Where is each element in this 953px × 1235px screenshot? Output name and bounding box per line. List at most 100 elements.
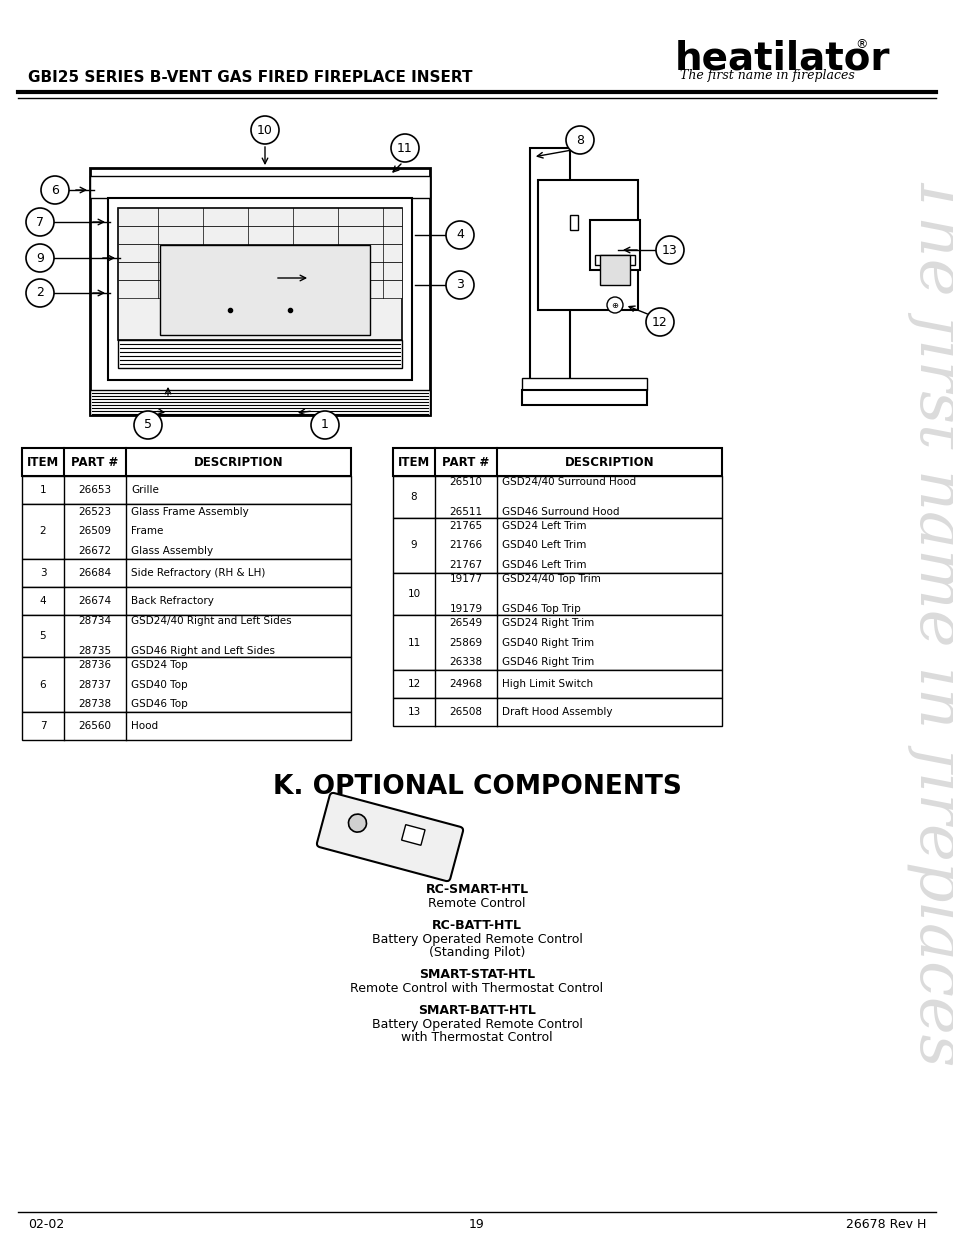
Text: GSD46 Right Trim: GSD46 Right Trim xyxy=(501,657,594,667)
Text: (Standing Pilot): (Standing Pilot) xyxy=(428,946,525,960)
Bar xyxy=(595,254,635,266)
Text: The first name in fireplaces: The first name in fireplaces xyxy=(679,68,854,82)
Bar xyxy=(22,475,351,504)
Text: 26674: 26674 xyxy=(78,597,112,606)
Text: GSD46 Left Trim: GSD46 Left Trim xyxy=(501,559,586,569)
Text: GSD24/40 Surround Hood: GSD24/40 Surround Hood xyxy=(501,477,636,488)
Text: 21766: 21766 xyxy=(449,541,482,551)
Text: GSD46 Surround Hood: GSD46 Surround Hood xyxy=(501,506,618,516)
Bar xyxy=(118,245,401,262)
Text: PART #: PART # xyxy=(442,456,489,468)
Text: 26684: 26684 xyxy=(78,568,112,578)
Bar xyxy=(537,180,638,310)
Text: 6: 6 xyxy=(51,184,59,196)
Text: GSD24/40 Top Trim: GSD24/40 Top Trim xyxy=(501,574,600,584)
Text: 8: 8 xyxy=(576,133,583,147)
Text: 3: 3 xyxy=(40,568,47,578)
Bar xyxy=(22,615,351,657)
Text: 28737: 28737 xyxy=(78,679,112,689)
Text: 7: 7 xyxy=(36,215,44,228)
Text: Hood: Hood xyxy=(131,721,158,731)
Bar xyxy=(393,475,721,517)
Text: Grille: Grille xyxy=(131,485,159,495)
Text: 26549: 26549 xyxy=(449,619,482,629)
Text: 26510: 26510 xyxy=(449,477,482,488)
Bar xyxy=(401,825,425,845)
Text: 13: 13 xyxy=(661,243,678,257)
Bar xyxy=(530,148,569,380)
Bar xyxy=(589,220,639,270)
Text: 4: 4 xyxy=(456,228,463,242)
Text: 26678 Rev H: 26678 Rev H xyxy=(844,1219,925,1231)
Text: RC-SMART-HTL: RC-SMART-HTL xyxy=(425,883,528,897)
Text: Draft Hood Assembly: Draft Hood Assembly xyxy=(501,706,612,718)
Circle shape xyxy=(565,126,594,154)
Text: 28738: 28738 xyxy=(78,699,112,709)
Bar xyxy=(22,657,351,713)
Circle shape xyxy=(133,411,162,438)
Text: GSD40 Right Trim: GSD40 Right Trim xyxy=(501,637,594,647)
Bar xyxy=(393,615,721,671)
Text: DESCRIPTION: DESCRIPTION xyxy=(564,456,654,468)
Text: Glass Assembly: Glass Assembly xyxy=(131,546,213,556)
Circle shape xyxy=(446,270,474,299)
Bar xyxy=(90,168,430,415)
Text: 10: 10 xyxy=(407,589,420,599)
Text: GSD46 Top Trip: GSD46 Top Trip xyxy=(501,604,580,614)
Text: GSD40 Top: GSD40 Top xyxy=(131,679,188,689)
Bar xyxy=(599,254,629,285)
Text: High Limit Switch: High Limit Switch xyxy=(501,679,593,689)
Text: ITEM: ITEM xyxy=(397,456,430,468)
Circle shape xyxy=(656,236,683,264)
Text: GSD46 Right and Left Sides: GSD46 Right and Left Sides xyxy=(131,646,274,656)
Text: Battery Operated Remote Control: Battery Operated Remote Control xyxy=(371,1018,582,1031)
Text: 26672: 26672 xyxy=(78,546,112,556)
Text: Glass Frame Assembly: Glass Frame Assembly xyxy=(131,508,249,517)
Text: 7: 7 xyxy=(40,721,47,731)
Text: 12: 12 xyxy=(652,315,667,329)
Bar xyxy=(393,671,721,698)
Text: 19177: 19177 xyxy=(449,574,482,584)
Text: ITEM: ITEM xyxy=(27,456,59,468)
Text: 28734: 28734 xyxy=(78,616,112,626)
Text: GBI25 SERIES B-VENT GAS FIRED FIREPLACE INSERT: GBI25 SERIES B-VENT GAS FIRED FIREPLACE … xyxy=(28,70,472,85)
Text: 8: 8 xyxy=(410,492,416,501)
Text: heatilator: heatilator xyxy=(675,40,889,77)
Bar xyxy=(118,340,401,368)
Text: 21767: 21767 xyxy=(449,559,482,569)
Bar xyxy=(22,587,351,615)
Text: 28736: 28736 xyxy=(78,661,112,671)
Text: 28735: 28735 xyxy=(78,646,112,656)
Text: PART #: PART # xyxy=(71,456,118,468)
Circle shape xyxy=(348,814,366,832)
Text: 5: 5 xyxy=(40,631,47,641)
Text: Remote Control: Remote Control xyxy=(428,897,525,910)
Text: 1: 1 xyxy=(40,485,47,495)
Text: SMART-STAT-HTL: SMART-STAT-HTL xyxy=(418,968,535,981)
Text: 9: 9 xyxy=(410,541,416,551)
Bar xyxy=(393,573,721,615)
Text: ⊕: ⊕ xyxy=(611,300,618,310)
Bar xyxy=(393,517,721,573)
Circle shape xyxy=(311,411,338,438)
Text: GSD24/40 Right and Left Sides: GSD24/40 Right and Left Sides xyxy=(131,616,292,626)
Text: 5: 5 xyxy=(144,419,152,431)
Bar xyxy=(393,698,721,726)
Bar xyxy=(521,390,646,405)
Text: 6: 6 xyxy=(40,679,47,689)
Text: RC-BATT-HTL: RC-BATT-HTL xyxy=(432,919,521,932)
Text: 1: 1 xyxy=(321,419,329,431)
Circle shape xyxy=(645,308,673,336)
Circle shape xyxy=(391,135,418,162)
Text: 3: 3 xyxy=(456,279,463,291)
Bar xyxy=(569,215,578,230)
FancyBboxPatch shape xyxy=(316,793,462,881)
Text: ®: ® xyxy=(854,38,866,52)
Bar xyxy=(118,262,401,280)
Text: 10: 10 xyxy=(256,124,273,137)
Text: K. OPTIONAL COMPONENTS: K. OPTIONAL COMPONENTS xyxy=(273,774,680,800)
Text: GSD24 Left Trim: GSD24 Left Trim xyxy=(501,521,586,531)
Text: 24968: 24968 xyxy=(449,679,482,689)
Text: Side Refractory (RH & LH): Side Refractory (RH & LH) xyxy=(131,568,265,578)
Text: SMART-BATT-HTL: SMART-BATT-HTL xyxy=(417,1004,536,1016)
